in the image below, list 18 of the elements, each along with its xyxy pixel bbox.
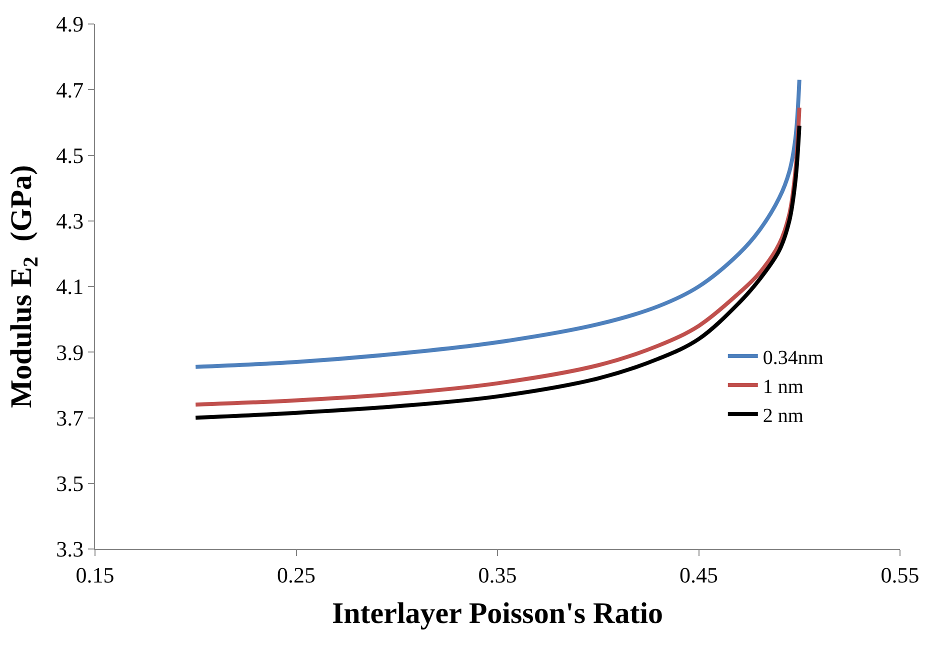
x-tick-label: 0.35 xyxy=(478,562,517,588)
x-tick-label: 0.25 xyxy=(277,562,316,588)
y-tick-label: 4.9 xyxy=(56,12,84,37)
y-tick-label: 3.3 xyxy=(56,536,84,562)
y-tick-label: 4.3 xyxy=(56,208,84,234)
legend-label: 1 nm xyxy=(762,376,804,398)
y-tick-label: 4.1 xyxy=(56,274,84,300)
y-tick-label: 3.7 xyxy=(56,405,84,430)
legend-label: 2 nm xyxy=(762,404,804,427)
legend-label: 0.34nm xyxy=(762,346,824,369)
y-tick-label: 4.7 xyxy=(56,77,84,102)
x-tick-label: 0.55 xyxy=(880,562,920,588)
y-tick-label: 3.5 xyxy=(56,471,84,496)
x-tick-label: 0.15 xyxy=(76,562,114,588)
x-axis-title: Interlayer Poisson's Ratio xyxy=(332,596,664,630)
y-tick-label: 3.9 xyxy=(56,340,84,365)
y-tick-label: 4.5 xyxy=(56,142,84,168)
x-tick-label: 0.45 xyxy=(680,562,718,588)
